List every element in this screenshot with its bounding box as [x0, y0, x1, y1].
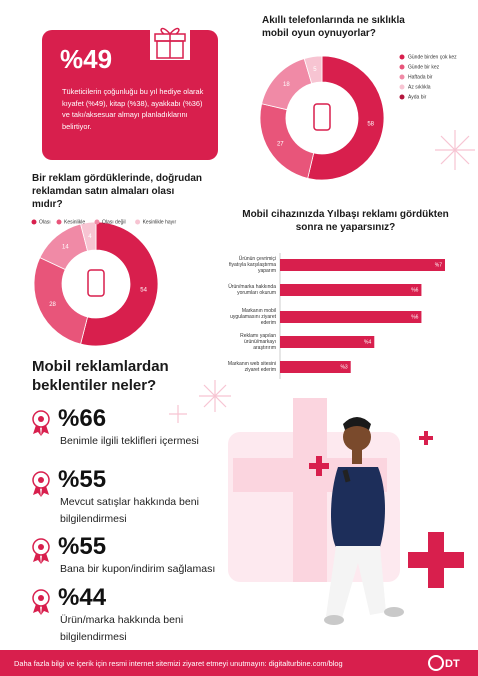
- legend-swatch: [31, 219, 37, 225]
- phone-icon: [313, 103, 331, 131]
- bar-category-label: Markanın web sitesini ziyaret ederim: [227, 361, 276, 373]
- badge-ribbon: [33, 425, 49, 436]
- bar-category-label: Markanın mobil uygulamasını ziyaret eder…: [230, 308, 276, 326]
- pie-slice: [303, 55, 323, 85]
- slice-label: 58: [367, 121, 374, 127]
- bar: [280, 311, 422, 323]
- footer-bar: [0, 650, 478, 676]
- legend-label: Kesinlikle: [64, 219, 85, 225]
- bar-category-label: Ürünün çevrimiçi fiyatıyla karşılaştırma…: [229, 256, 276, 274]
- bar-category-label: Reklamı yapılan ürünü/markayı araştırırı…: [240, 333, 276, 351]
- pie-slice: [80, 221, 97, 252]
- legend-label: Günde bir kez: [408, 64, 440, 70]
- legend-swatch: [399, 84, 405, 90]
- slice-label: 5: [313, 67, 317, 73]
- badge-ribbon: [33, 604, 49, 615]
- legend-label: Günde birden çok kez: [408, 54, 457, 60]
- chart-title: Mobil cihazınızda Yılbaşı reklamı gördük…: [242, 209, 449, 233]
- pie-slice: [33, 257, 89, 345]
- pie-slice: [80, 221, 159, 347]
- bar-value-label: %4: [364, 339, 371, 345]
- legend-label: Az sıklıkla: [408, 84, 431, 90]
- gift-icon: [150, 22, 190, 60]
- badge-ribbon: [33, 486, 49, 497]
- legend-swatch: [399, 54, 405, 60]
- stat-value: %55: [58, 533, 107, 560]
- slice-label: 4: [88, 234, 92, 240]
- chart-title: Akıllı telefonlarında ne sıklıkla mobil …: [262, 15, 405, 39]
- section-title: Mobil reklamlardan beklentiler neler?: [32, 358, 169, 394]
- legend-label: Ayda bir: [408, 94, 427, 100]
- pie-slice: [307, 55, 385, 181]
- badge-star: [38, 544, 44, 550]
- slice-label: 54: [140, 288, 147, 294]
- promo-box: [42, 30, 218, 160]
- promo-headline: %49: [60, 44, 113, 74]
- bar: [280, 361, 351, 373]
- stat-value: %66: [58, 405, 107, 432]
- legend-label: Kesinlikle hayır: [143, 219, 177, 225]
- stat-text: Ürün/marka hakkında beni bilgilendirmesi: [60, 614, 184, 643]
- bar: [280, 284, 422, 296]
- badge-ribbon: [33, 553, 49, 564]
- slice-label: 14: [62, 245, 69, 251]
- legend-swatch: [94, 219, 100, 225]
- legend-swatch: [135, 219, 141, 225]
- slice-label: 18: [283, 82, 290, 88]
- promo-text: Tüketicilerin çoğunluğu bu yıl hediye ol…: [62, 87, 204, 131]
- phone-icon: [87, 269, 105, 297]
- logo-mark: [428, 655, 444, 671]
- chart-title: Bir reklam gördüklerinde, doğrudan rekla…: [32, 173, 203, 210]
- bar: [280, 336, 375, 348]
- badge-star: [38, 416, 44, 422]
- legend-swatch: [399, 94, 405, 100]
- footer-logo: DT: [445, 658, 460, 670]
- snowflake: [169, 130, 475, 423]
- bar-value-label: %6: [411, 314, 418, 320]
- bar-category-label: Ürün/marka hakkında yorumları okurum: [228, 284, 276, 296]
- legend-label: Olası değil: [102, 219, 126, 225]
- stat-text: Bana bir kupon/indirim sağlaması: [60, 563, 216, 575]
- footer-text: Daha fazla bilgi ve içerik için resmi in…: [14, 659, 343, 668]
- legend-swatch: [399, 64, 405, 70]
- bar-value-label: %7: [435, 262, 442, 268]
- legend-label: Haftada bir: [408, 74, 433, 80]
- slice-label: 28: [49, 302, 56, 308]
- stat-text: Benimle ilgili teklifleri içermesi: [60, 435, 199, 447]
- badge-star: [38, 477, 44, 483]
- slice-label: 27: [277, 141, 284, 147]
- legend-label: Olası: [39, 219, 51, 225]
- illustration: [228, 398, 464, 625]
- stat-value: %44: [58, 584, 107, 611]
- stat-value: %55: [58, 466, 107, 493]
- badge-star: [38, 595, 44, 601]
- pie-slice: [259, 103, 315, 179]
- stat-text: Mevcut satışlar hakkında beni bilgilendi…: [60, 496, 199, 525]
- bar: [280, 259, 445, 271]
- bar-value-label: %6: [411, 287, 418, 293]
- legend-swatch: [56, 219, 62, 225]
- bar-value-label: %3: [340, 364, 347, 370]
- legend-swatch: [399, 74, 405, 80]
